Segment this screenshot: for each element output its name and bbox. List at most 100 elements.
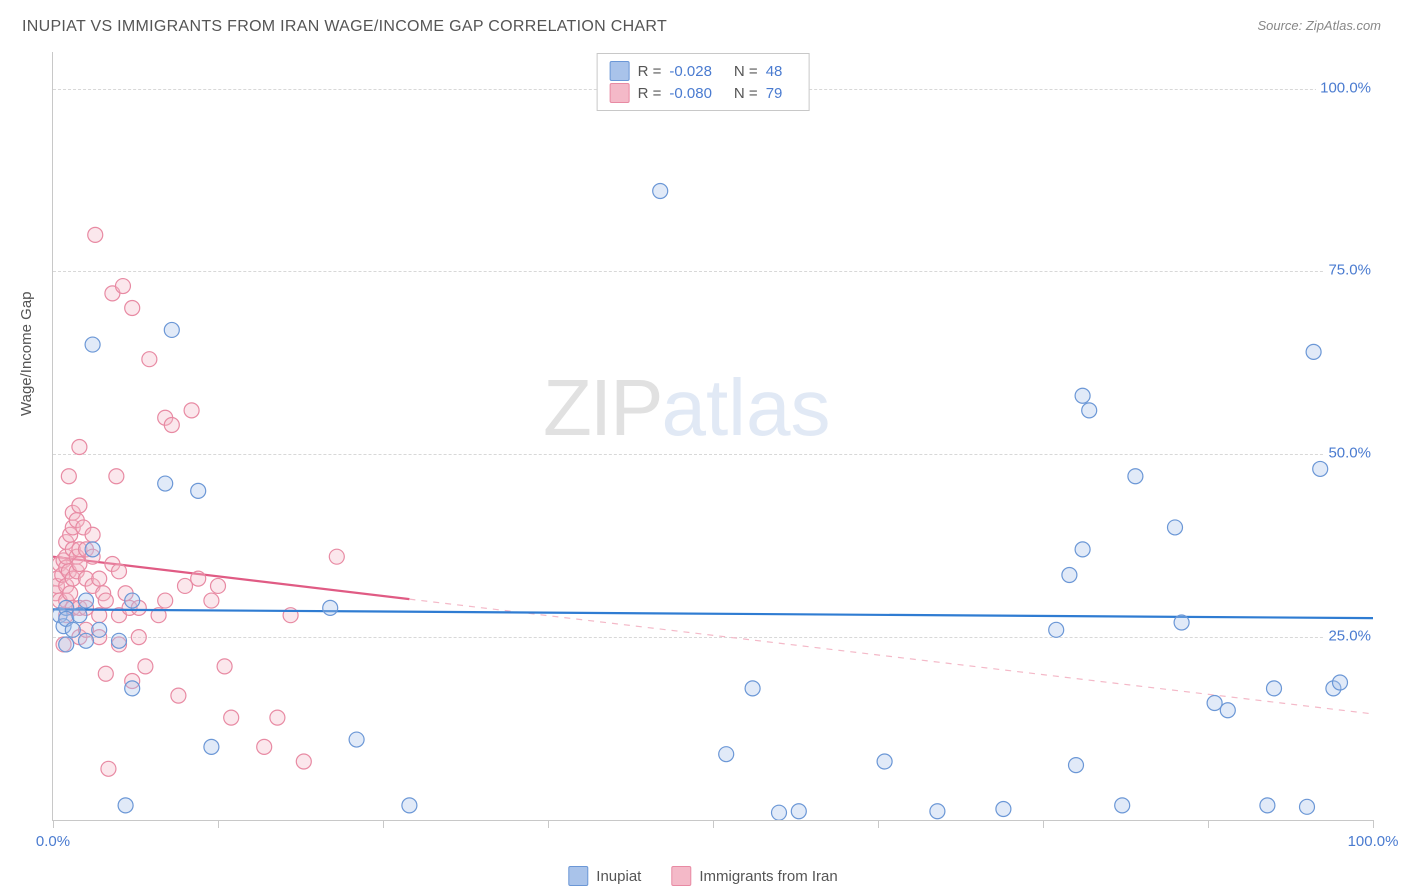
data-point [101,761,116,776]
data-point [270,710,285,725]
data-point [92,622,107,637]
r-value: -0.080 [669,85,712,102]
data-point [719,747,734,762]
data-point [329,549,344,564]
data-point [211,578,226,593]
data-point [224,710,239,725]
data-point [88,227,103,242]
data-point [791,804,806,819]
scatter-svg [53,52,1373,820]
data-point [131,630,146,645]
data-point [296,754,311,769]
data-point [72,498,87,513]
data-point [996,802,1011,817]
data-point [204,593,219,608]
data-point [115,279,130,294]
data-point [1260,798,1275,813]
data-point [1267,681,1282,696]
data-point [191,571,206,586]
data-point [92,571,107,586]
data-point [72,439,87,454]
data-point [63,586,78,601]
data-point [85,337,100,352]
data-point [112,564,127,579]
data-point [171,688,186,703]
trend-line [53,609,1373,618]
x-tick-label: 0.0% [36,833,70,850]
data-point [164,418,179,433]
legend-item: Inupiat [568,866,641,886]
x-tick [1208,820,1209,828]
correlation-legend: R =-0.028N =48R =-0.080N =79 [597,53,810,111]
data-point [1333,675,1348,690]
data-point [79,593,94,608]
data-point [125,681,140,696]
data-point [109,469,124,484]
data-point [653,183,668,198]
data-point [877,754,892,769]
data-point [85,527,100,542]
n-value: 79 [766,85,783,102]
data-point [184,403,199,418]
data-point [930,804,945,819]
series-legend: InupiatImmigrants from Iran [568,866,837,886]
data-point [79,633,94,648]
x-tick [878,820,879,828]
n-value: 48 [766,63,783,80]
data-point [85,542,100,557]
data-point [1207,695,1222,710]
legend-swatch [610,61,630,81]
r-label: R = [638,63,662,80]
legend-swatch [671,866,691,886]
y-axis-label: Wage/Income Gap [18,291,35,416]
data-point [72,557,87,572]
data-point [1062,567,1077,582]
x-tick [383,820,384,828]
x-tick [1373,820,1374,828]
data-point [1313,461,1328,476]
chart-title: INUPIAT VS IMMIGRANTS FROM IRAN WAGE/INC… [22,18,667,36]
data-point [72,608,87,623]
data-point [204,739,219,754]
data-point [158,593,173,608]
legend-label: Inupiat [596,868,641,885]
data-point [1220,703,1235,718]
data-point [1049,622,1064,637]
data-point [138,659,153,674]
x-tick [1043,820,1044,828]
plot-area: ZIPatlas 25.0%50.0%75.0%100.0%0.0%100.0% [52,52,1373,821]
r-value: -0.028 [669,63,712,80]
n-label: N = [734,63,758,80]
data-point [1128,469,1143,484]
data-point [164,322,179,337]
data-point [1168,520,1183,535]
x-tick-label: 100.0% [1348,833,1399,850]
data-point [191,483,206,498]
data-point [118,798,133,813]
legend-swatch [610,83,630,103]
data-point [125,593,140,608]
legend-stat-row: R =-0.080N =79 [610,82,797,104]
x-tick [53,820,54,828]
data-point [1069,758,1084,773]
n-label: N = [734,85,758,102]
data-point [98,593,113,608]
data-point [402,798,417,813]
data-point [112,633,127,648]
data-point [158,476,173,491]
data-point [1300,799,1315,814]
data-point [1115,798,1130,813]
data-point [98,666,113,681]
data-point [61,469,76,484]
data-point [65,622,80,637]
source-attribution: Source: ZipAtlas.com [1257,18,1381,33]
data-point [772,805,787,820]
data-point [59,637,74,652]
data-point [1075,388,1090,403]
data-point [125,301,140,316]
data-point [142,352,157,367]
data-point [1174,615,1189,630]
data-point [1306,344,1321,359]
data-point [745,681,760,696]
x-tick [218,820,219,828]
